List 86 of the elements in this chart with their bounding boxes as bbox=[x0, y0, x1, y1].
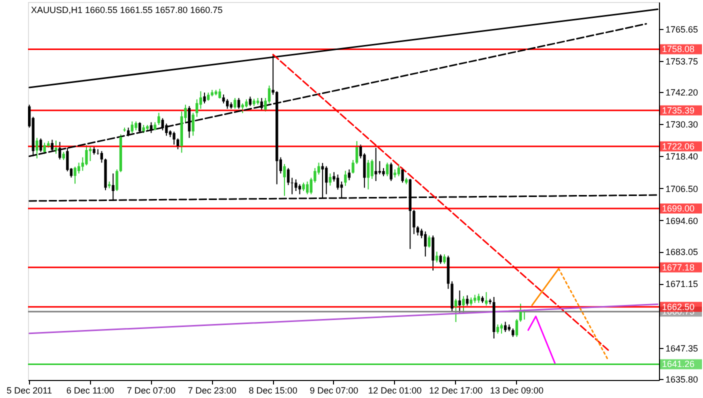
candlestick bbox=[374, 147, 378, 182]
candlestick bbox=[458, 290, 461, 314]
ref-line-label: 1641.26 bbox=[662, 359, 695, 370]
y-tick-label: 1718.40 bbox=[666, 152, 698, 162]
candlestick bbox=[412, 209, 416, 235]
x-tick-label: 12 Dec 01:00 bbox=[368, 386, 422, 396]
candlestick bbox=[454, 298, 458, 323]
candlestick bbox=[432, 234, 434, 272]
candlestick bbox=[260, 97, 263, 111]
candlestick bbox=[294, 178, 298, 192]
candlestick bbox=[424, 230, 427, 258]
candlestick bbox=[344, 170, 347, 186]
candlestick bbox=[237, 97, 240, 110]
candlestick bbox=[85, 144, 88, 166]
candlestick bbox=[397, 164, 400, 177]
candlestick bbox=[496, 324, 500, 334]
y-tick-label: 1753.75 bbox=[666, 56, 698, 66]
ref-line-label: 1677.18 bbox=[662, 262, 695, 272]
candlestick bbox=[366, 159, 370, 190]
candlestick bbox=[36, 137, 38, 159]
candlestick bbox=[39, 138, 42, 152]
y-tick-label: 1647.35 bbox=[666, 343, 698, 354]
candlestick bbox=[96, 148, 100, 156]
candlestick bbox=[336, 174, 340, 190]
candlestick bbox=[355, 140, 358, 165]
y-tick-label: 1635.80 bbox=[666, 374, 698, 384]
candlestick bbox=[192, 112, 194, 136]
candlestick bbox=[130, 120, 134, 134]
x-tick-label: 5 Dec 2011 bbox=[6, 386, 52, 396]
ref-line-label: 1735.39 bbox=[662, 105, 695, 116]
candlestick bbox=[172, 131, 176, 146]
candlestick bbox=[428, 234, 431, 248]
candlestick bbox=[74, 166, 76, 184]
candlestick bbox=[348, 168, 351, 181]
y-tick-label: 1765.65 bbox=[666, 24, 698, 34]
candlestick bbox=[161, 118, 164, 131]
candlestick bbox=[165, 123, 168, 136]
y-tick-label: 1671.15 bbox=[666, 279, 698, 290]
y-tick-label: 1742.20 bbox=[666, 88, 698, 98]
x-tick-label: 12 Dec 17:00 bbox=[429, 386, 483, 396]
y-tick-label: 1694.60 bbox=[666, 216, 698, 226]
candlestick bbox=[306, 181, 309, 195]
candlestick bbox=[390, 162, 392, 182]
y-tick-label: 1706.50 bbox=[666, 184, 698, 194]
candlestick bbox=[386, 162, 389, 177]
candlestick bbox=[157, 112, 160, 126]
x-tick-label: 8 Dec 15:00 bbox=[248, 386, 298, 396]
candlestick bbox=[203, 92, 206, 104]
candlestick bbox=[352, 159, 354, 174]
x-tick-label: 7 Dec 23:00 bbox=[188, 386, 236, 396]
candlestick bbox=[325, 166, 328, 195]
candlestick bbox=[500, 323, 503, 334]
candlestick bbox=[241, 102, 244, 114]
candlestick bbox=[100, 150, 104, 164]
candlestick bbox=[218, 88, 222, 100]
x-tick-label: 6 Dec 11:00 bbox=[66, 386, 114, 396]
candlestick bbox=[78, 162, 80, 174]
candlestick bbox=[234, 97, 236, 110]
candlestick bbox=[226, 98, 229, 110]
ref-line-label: 1699.00 bbox=[662, 204, 695, 214]
x-tick-label: 13 Dec 09:00 bbox=[490, 386, 544, 396]
candlestick bbox=[283, 164, 286, 196]
y-tick-label: 1683.05 bbox=[666, 247, 698, 258]
x-tick-label: 7 Dec 07:00 bbox=[126, 386, 176, 396]
candlestick bbox=[298, 184, 302, 195]
candlestick bbox=[286, 168, 290, 186]
candlestick bbox=[50, 139, 54, 152]
candlestick bbox=[196, 98, 198, 118]
candlestick bbox=[435, 251, 438, 263]
y-tick-label: 1730.30 bbox=[666, 120, 698, 130]
chart-title: XAUUSD,H1 1660.55 1661.55 1657.80 1660.75 bbox=[31, 5, 223, 15]
candlestick bbox=[443, 254, 446, 264]
candlestick bbox=[150, 122, 153, 134]
candlestick bbox=[188, 106, 191, 138]
candlestick bbox=[138, 122, 142, 134]
candlestick bbox=[477, 293, 480, 304]
candlestick bbox=[176, 138, 180, 150]
candlestick bbox=[43, 142, 46, 154]
candlestick bbox=[199, 90, 202, 110]
candlestick bbox=[416, 226, 420, 236]
candlestick bbox=[439, 254, 442, 264]
ref-line-label: 1758.08 bbox=[662, 44, 695, 54]
x-tick-label: 9 Dec 07:00 bbox=[310, 386, 358, 396]
ref-line-label: 1722.06 bbox=[662, 141, 695, 152]
candlestick bbox=[54, 140, 58, 154]
candlestick bbox=[328, 172, 332, 186]
